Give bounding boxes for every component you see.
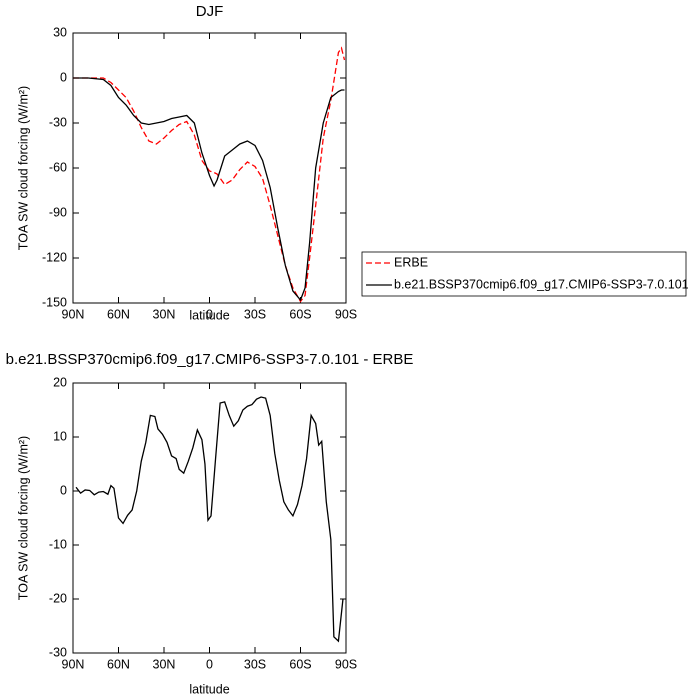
- x-tick-label: 0: [206, 657, 213, 671]
- x-axis-label: latitude: [189, 308, 229, 322]
- y-tick-label: -150: [42, 295, 67, 309]
- data-line: [73, 46, 346, 303]
- x-tick-label: 30N: [153, 657, 176, 671]
- data-line: [73, 77, 345, 302]
- legend-box: [361, 251, 687, 297]
- x-tick-label: 60N: [107, 307, 130, 321]
- chart-title: b.e21.BSSP370cmip6.f09_g17.CMIP6-SSP3-7.…: [6, 351, 414, 368]
- x-tick-label: 0: [206, 307, 213, 321]
- chart-title: DJF: [196, 3, 224, 20]
- y-tick-label: -90: [49, 205, 67, 219]
- x-tick-label: 90N: [62, 657, 85, 671]
- x-tick-label: 60S: [289, 657, 311, 671]
- y-tick-label: -10: [49, 537, 67, 551]
- x-tick-label: 30S: [244, 657, 266, 671]
- x-tick-label: 60N: [107, 657, 130, 671]
- plot-frame: [72, 32, 347, 304]
- y-tick-label: 0: [60, 70, 67, 84]
- y-axis-label: TOA SW cloud forcing (W/m²): [16, 436, 30, 600]
- legend-label: ERBE: [394, 255, 428, 269]
- y-tick-label: 20: [53, 375, 67, 389]
- x-tick-label: 90S: [335, 307, 357, 321]
- y-tick-label: -120: [42, 250, 67, 264]
- y-tick-label: -60: [49, 160, 67, 174]
- y-tick-label: 30: [53, 25, 67, 39]
- x-tick-label: 90S: [335, 657, 357, 671]
- legend-label: b.e21.BSSP370cmip6.f09_g17.CMIP6-SSP3-7.…: [394, 277, 689, 291]
- x-tick-label: 30S: [244, 307, 266, 321]
- x-tick-label: 60S: [289, 307, 311, 321]
- y-tick-label: 0: [60, 483, 67, 497]
- y-tick-label: -20: [49, 591, 67, 605]
- data-line: [75, 396, 344, 643]
- x-tick-label: 30N: [153, 307, 176, 321]
- x-axis-label: latitude: [189, 682, 229, 696]
- x-tick-label: 90N: [62, 307, 85, 321]
- y-tick-label: -30: [49, 645, 67, 659]
- y-axis-label: TOA SW cloud forcing (W/m²): [16, 86, 30, 250]
- y-tick-label: -30: [49, 115, 67, 129]
- y-tick-label: 10: [53, 429, 67, 443]
